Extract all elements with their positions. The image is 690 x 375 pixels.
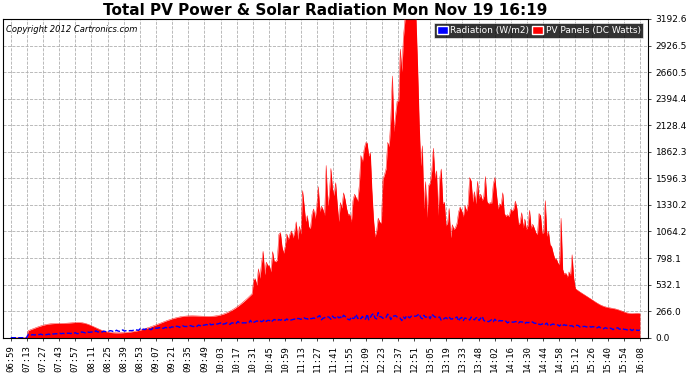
Text: Copyright 2012 Cartronics.com: Copyright 2012 Cartronics.com <box>6 26 137 34</box>
Title: Total PV Power & Solar Radiation Mon Nov 19 16:19: Total PV Power & Solar Radiation Mon Nov… <box>104 3 548 18</box>
Legend: Radiation (W/m2), PV Panels (DC Watts): Radiation (W/m2), PV Panels (DC Watts) <box>434 24 644 38</box>
